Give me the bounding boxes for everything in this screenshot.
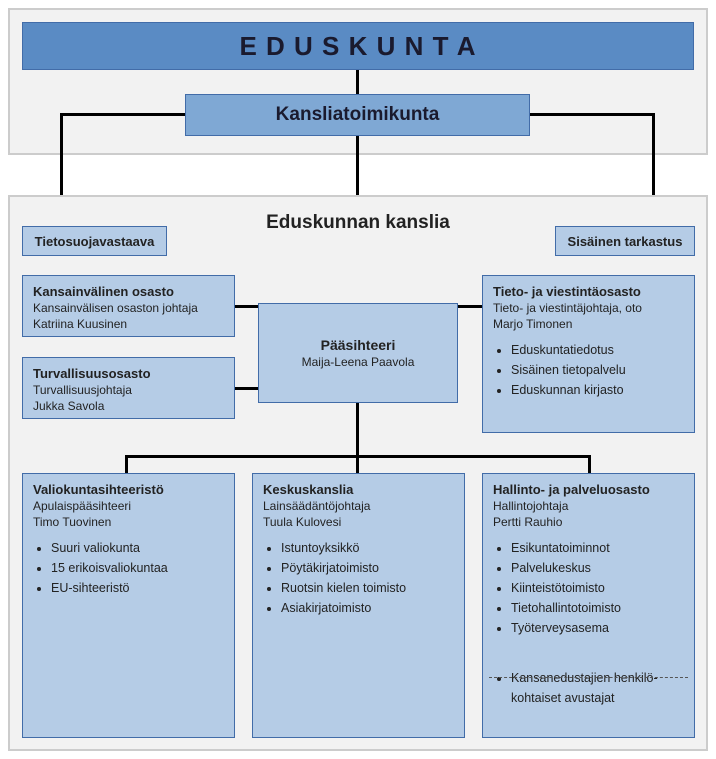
tietoviestinta-box: Tieto- ja viestintäosasto Tieto- ja vies… [482,275,695,433]
hallinto-extra-list: Kansanedustajien henkilö­kohtaiset avust… [493,668,684,708]
list-item: Tietohallintotoimisto [511,598,684,618]
tarkastus-badge: Sisäinen tarkastus [555,226,695,256]
hallinto-name: Pertti Rauhio [493,515,684,531]
tietoviestinta-title: Tieto- ja viestintäosasto [493,284,684,299]
org-chart: E D U S K U N T A Kansliatoimikunta Edus… [0,0,716,759]
hallinto-list: Esikuntatoiminnot Palvelukeskus Kiinteis… [493,538,684,638]
paasihteeri-box: Pääsihteeri Maija-Leena Paavola [258,303,458,403]
valiokunta-name: Timo Tuovinen [33,515,224,531]
list-item: EU-sihteeristö [51,578,224,598]
kansliatoimikunta-text: Kansliatoimikunta [276,104,440,126]
connector [60,113,185,116]
list-item: Sisäinen tietopalvelu [511,360,684,380]
keskuskanslia-title: Keskuskanslia [263,482,454,497]
dashed-separator [489,677,688,678]
list-item: Eduskunnan kirjasto [511,380,684,400]
keskuskanslia-name: Tuula Kulovesi [263,515,454,531]
connector [588,455,591,473]
list-item: Asiakirjatoimisto [281,598,454,618]
eduskunta-title: E D U S K U N T A [22,22,694,70]
list-item: Esikuntatoiminnot [511,538,684,558]
list-item: Ruotsin kielen toimisto [281,578,454,598]
list-item: Palvelukeskus [511,558,684,578]
eduskunta-title-text: E D U S K U N T A [239,31,476,62]
connector [458,305,482,308]
connector [530,113,655,116]
list-item: Suuri valiokunta [51,538,224,558]
kansliatoimikunta-bar: Kansliatoimikunta [185,94,530,136]
connector [235,305,258,308]
hallinto-box: Hallinto- ja palveluosasto Hallintojohta… [482,473,695,738]
kanslia-heading-text: Eduskunnan kanslia [266,212,450,233]
connector [125,455,591,458]
turvallisuus-title: Turvallisuusosasto [33,366,224,381]
tietosuoja-text: Tietosuojavastaava [35,234,155,249]
list-item: Kansanedustajien henkilö­kohtaiset avust… [511,668,684,708]
valiokunta-box: Valiokuntasihteeristö Apulaispääsihteeri… [22,473,235,738]
kansainvalinen-box: Kansainvälinen osasto Kansainvälisen osa… [22,275,235,337]
turvallisuus-name: Jukka Savola [33,399,224,415]
valiokunta-title: Valiokuntasihteeristö [33,482,224,497]
list-item: Eduskuntatiedotus [511,340,684,360]
list-item: Pöytäkirjatoimisto [281,558,454,578]
kansainvalinen-name: Katriina Kuusinen [33,317,224,333]
connector [356,70,359,94]
keskuskanslia-box: Keskuskanslia Lainsäädäntöjohtaja Tuula … [252,473,465,738]
paasihteeri-title: Pääsihteeri [321,337,396,353]
valiokunta-list: Suuri valiokunta 15 erikoisvaliokuntaa E… [33,538,224,598]
tietoviestinta-name: Marjo Timonen [493,317,684,333]
list-item: Työterveysasema [511,618,684,638]
list-item: 15 erikoisvaliokuntaa [51,558,224,578]
list-item: Istuntoyksikkö [281,538,454,558]
tietoviestinta-list: Eduskuntatiedotus Sisäinen tietopalvelu … [493,340,684,400]
kansainvalinen-title: Kansainvälinen osasto [33,284,224,299]
hallinto-title: Hallinto- ja palveluosasto [493,482,684,497]
keskuskanslia-list: Istuntoyksikkö Pöytäkirjatoimisto Ruotsi… [263,538,454,618]
connector [235,387,258,390]
hallinto-role: Hallintojohtaja [493,499,684,515]
list-item: Kiinteistötoimisto [511,578,684,598]
tarkastus-text: Sisäinen tarkastus [568,234,683,249]
connector [356,403,359,473]
keskuskanslia-role: Lainsäädäntöjohtaja [263,499,454,515]
connector [125,455,128,473]
kansainvalinen-role: Kansainvälisen osaston johtaja [33,301,224,317]
tietosuoja-badge: Tietosuojavastaava [22,226,167,256]
turvallisuus-box: Turvallisuusosasto Turvallisuusjohtaja J… [22,357,235,419]
turvallisuus-role: Turvallisuusjohtaja [33,383,224,399]
valiokunta-role: Apulaispääsihteeri [33,499,224,515]
tietoviestinta-role: Tieto- ja viestintäjohtaja, oto [493,301,684,317]
paasihteeri-name: Maija-Leena Paavola [302,355,415,369]
